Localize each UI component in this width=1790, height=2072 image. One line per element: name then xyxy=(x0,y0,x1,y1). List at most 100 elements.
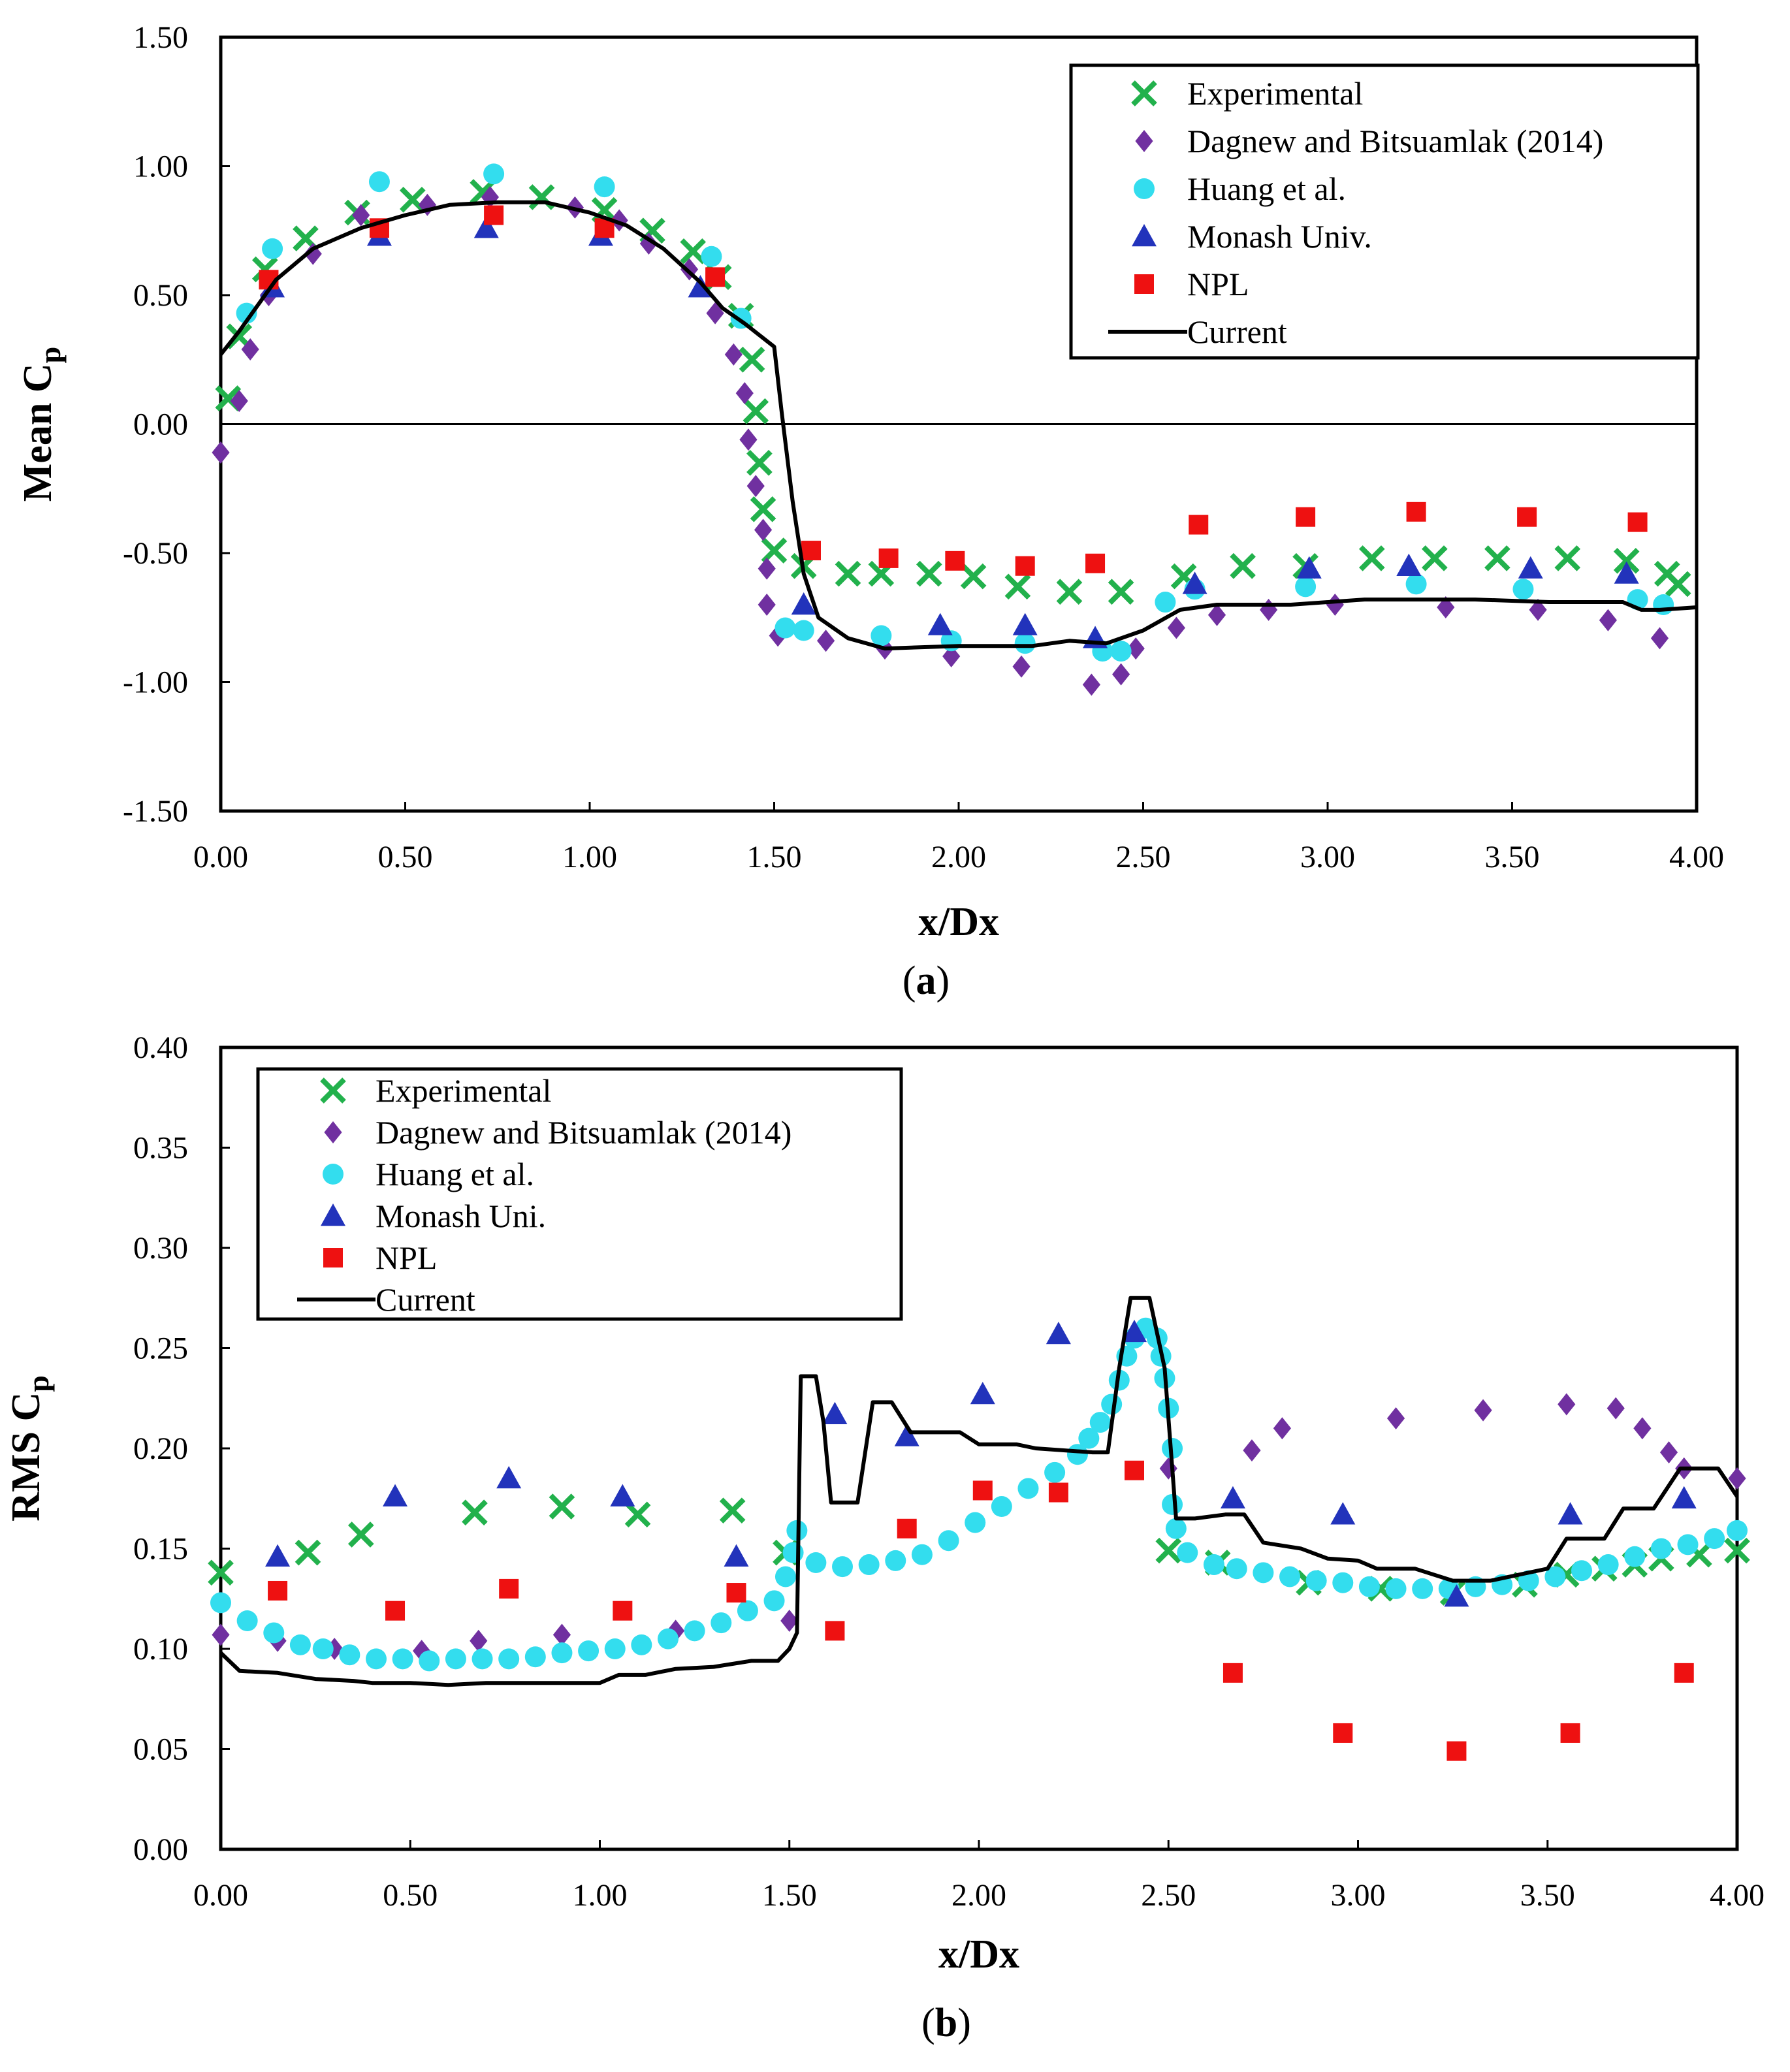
data-point xyxy=(1014,633,1036,654)
caption-paren: ) xyxy=(936,959,950,1003)
data-point xyxy=(911,1544,933,1565)
data-point xyxy=(471,1648,493,1670)
data-point xyxy=(368,171,390,193)
data-point xyxy=(739,428,758,451)
data-point xyxy=(724,343,743,366)
legend-marker xyxy=(323,1164,344,1185)
data-point xyxy=(680,238,707,264)
data-point xyxy=(1122,1319,1147,1343)
data-point xyxy=(1650,627,1669,650)
x-tick-label: 3.50 xyxy=(1485,840,1540,874)
data-point xyxy=(858,1554,880,1576)
data-point xyxy=(624,1501,651,1528)
data-point xyxy=(758,557,776,580)
y-tick-label: -0.50 xyxy=(123,536,188,571)
data-point xyxy=(1165,1518,1187,1539)
y-tick-label: -1.00 xyxy=(123,665,188,700)
data-point xyxy=(499,1578,519,1599)
legend-label: NPL xyxy=(1187,266,1249,302)
x-tick-label: 3.00 xyxy=(1331,1878,1386,1913)
data-point xyxy=(385,1601,406,1621)
data-point xyxy=(551,1642,573,1664)
legend-marker xyxy=(1134,178,1155,199)
data-point xyxy=(705,267,726,287)
y-axis-label: Mean Cp xyxy=(16,347,67,502)
legend-label: Experimental xyxy=(376,1072,551,1109)
data-point xyxy=(1260,598,1278,621)
data-point xyxy=(1406,502,1426,522)
data-point xyxy=(1633,1417,1652,1440)
legend-marker xyxy=(321,1203,345,1226)
chart-a: 0.00 0.50 1.00 1.50 2.00 2.50 3.00 3.50 4.00 -1.5… xyxy=(16,20,1724,1003)
data-point xyxy=(1273,1417,1291,1440)
data-point xyxy=(1159,1457,1177,1480)
data-point xyxy=(750,496,776,522)
x-tick-label: 0.00 xyxy=(193,840,248,874)
data-point xyxy=(1659,1441,1678,1464)
data-point xyxy=(724,1544,749,1567)
data-point xyxy=(263,1622,285,1644)
data-point xyxy=(1704,1528,1725,1550)
data-point xyxy=(1167,616,1185,639)
data-point xyxy=(1724,1537,1750,1564)
data-point xyxy=(1554,545,1581,571)
legend-label: Dagnew and Bitsuamlak (2014) xyxy=(1187,123,1603,159)
y-tick-label: 0.05 xyxy=(133,1732,188,1767)
data-point xyxy=(1305,1570,1327,1591)
data-point xyxy=(746,475,765,498)
y-tick-label: 0.15 xyxy=(133,1532,188,1567)
legend-frame xyxy=(256,1067,903,1321)
data-point xyxy=(549,1493,575,1520)
data-point xyxy=(1182,571,1207,594)
data-point xyxy=(473,215,499,238)
data-point xyxy=(295,1539,321,1566)
panel-caption: (a) xyxy=(903,959,950,1003)
series-npl xyxy=(259,205,1648,576)
data-point xyxy=(960,563,987,590)
data-point xyxy=(366,1648,387,1670)
data-point xyxy=(1279,1566,1301,1587)
data-point xyxy=(591,197,618,223)
data-point xyxy=(822,1401,848,1425)
data-point xyxy=(1220,1486,1245,1508)
data-point xyxy=(1571,1560,1592,1582)
legend-label: Current xyxy=(376,1281,475,1318)
data-point xyxy=(739,346,765,373)
data-point xyxy=(1358,545,1385,571)
data-point xyxy=(419,1650,440,1672)
x-tick-label: 0.00 xyxy=(193,1878,248,1913)
y-tick-label: -1.50 xyxy=(123,794,188,829)
data-point xyxy=(805,1552,827,1573)
data-point xyxy=(1203,1554,1224,1576)
data-point xyxy=(265,1544,291,1567)
x-tick-label: 2.50 xyxy=(1141,1878,1196,1913)
legend-marker xyxy=(323,1248,343,1267)
data-point xyxy=(894,1424,919,1446)
data-point xyxy=(1517,507,1537,527)
data-point xyxy=(347,1522,374,1548)
data-point xyxy=(817,630,835,652)
data-point xyxy=(1405,573,1427,595)
data-point xyxy=(711,1612,732,1634)
series-experimental xyxy=(208,1493,1750,1606)
data-point xyxy=(1004,573,1031,600)
x-tick-label: 1.50 xyxy=(747,840,802,874)
data-point xyxy=(735,382,754,405)
data-point xyxy=(965,1512,986,1533)
data-point xyxy=(1333,1723,1353,1743)
data-point xyxy=(236,302,257,324)
data-point xyxy=(1728,1467,1746,1490)
data-point xyxy=(758,594,776,616)
data-point xyxy=(780,1610,799,1633)
data-point xyxy=(470,1629,488,1652)
data-point xyxy=(1674,1663,1694,1683)
data-point xyxy=(610,1484,635,1506)
data-point xyxy=(1089,1412,1111,1433)
data-point xyxy=(801,541,821,561)
data-point xyxy=(835,560,861,587)
data-point xyxy=(916,560,942,587)
data-point xyxy=(793,620,814,641)
data-point xyxy=(1012,655,1031,678)
legend: Experimental Dagnew and Bitsuamlak (2014)… xyxy=(1069,63,1700,360)
